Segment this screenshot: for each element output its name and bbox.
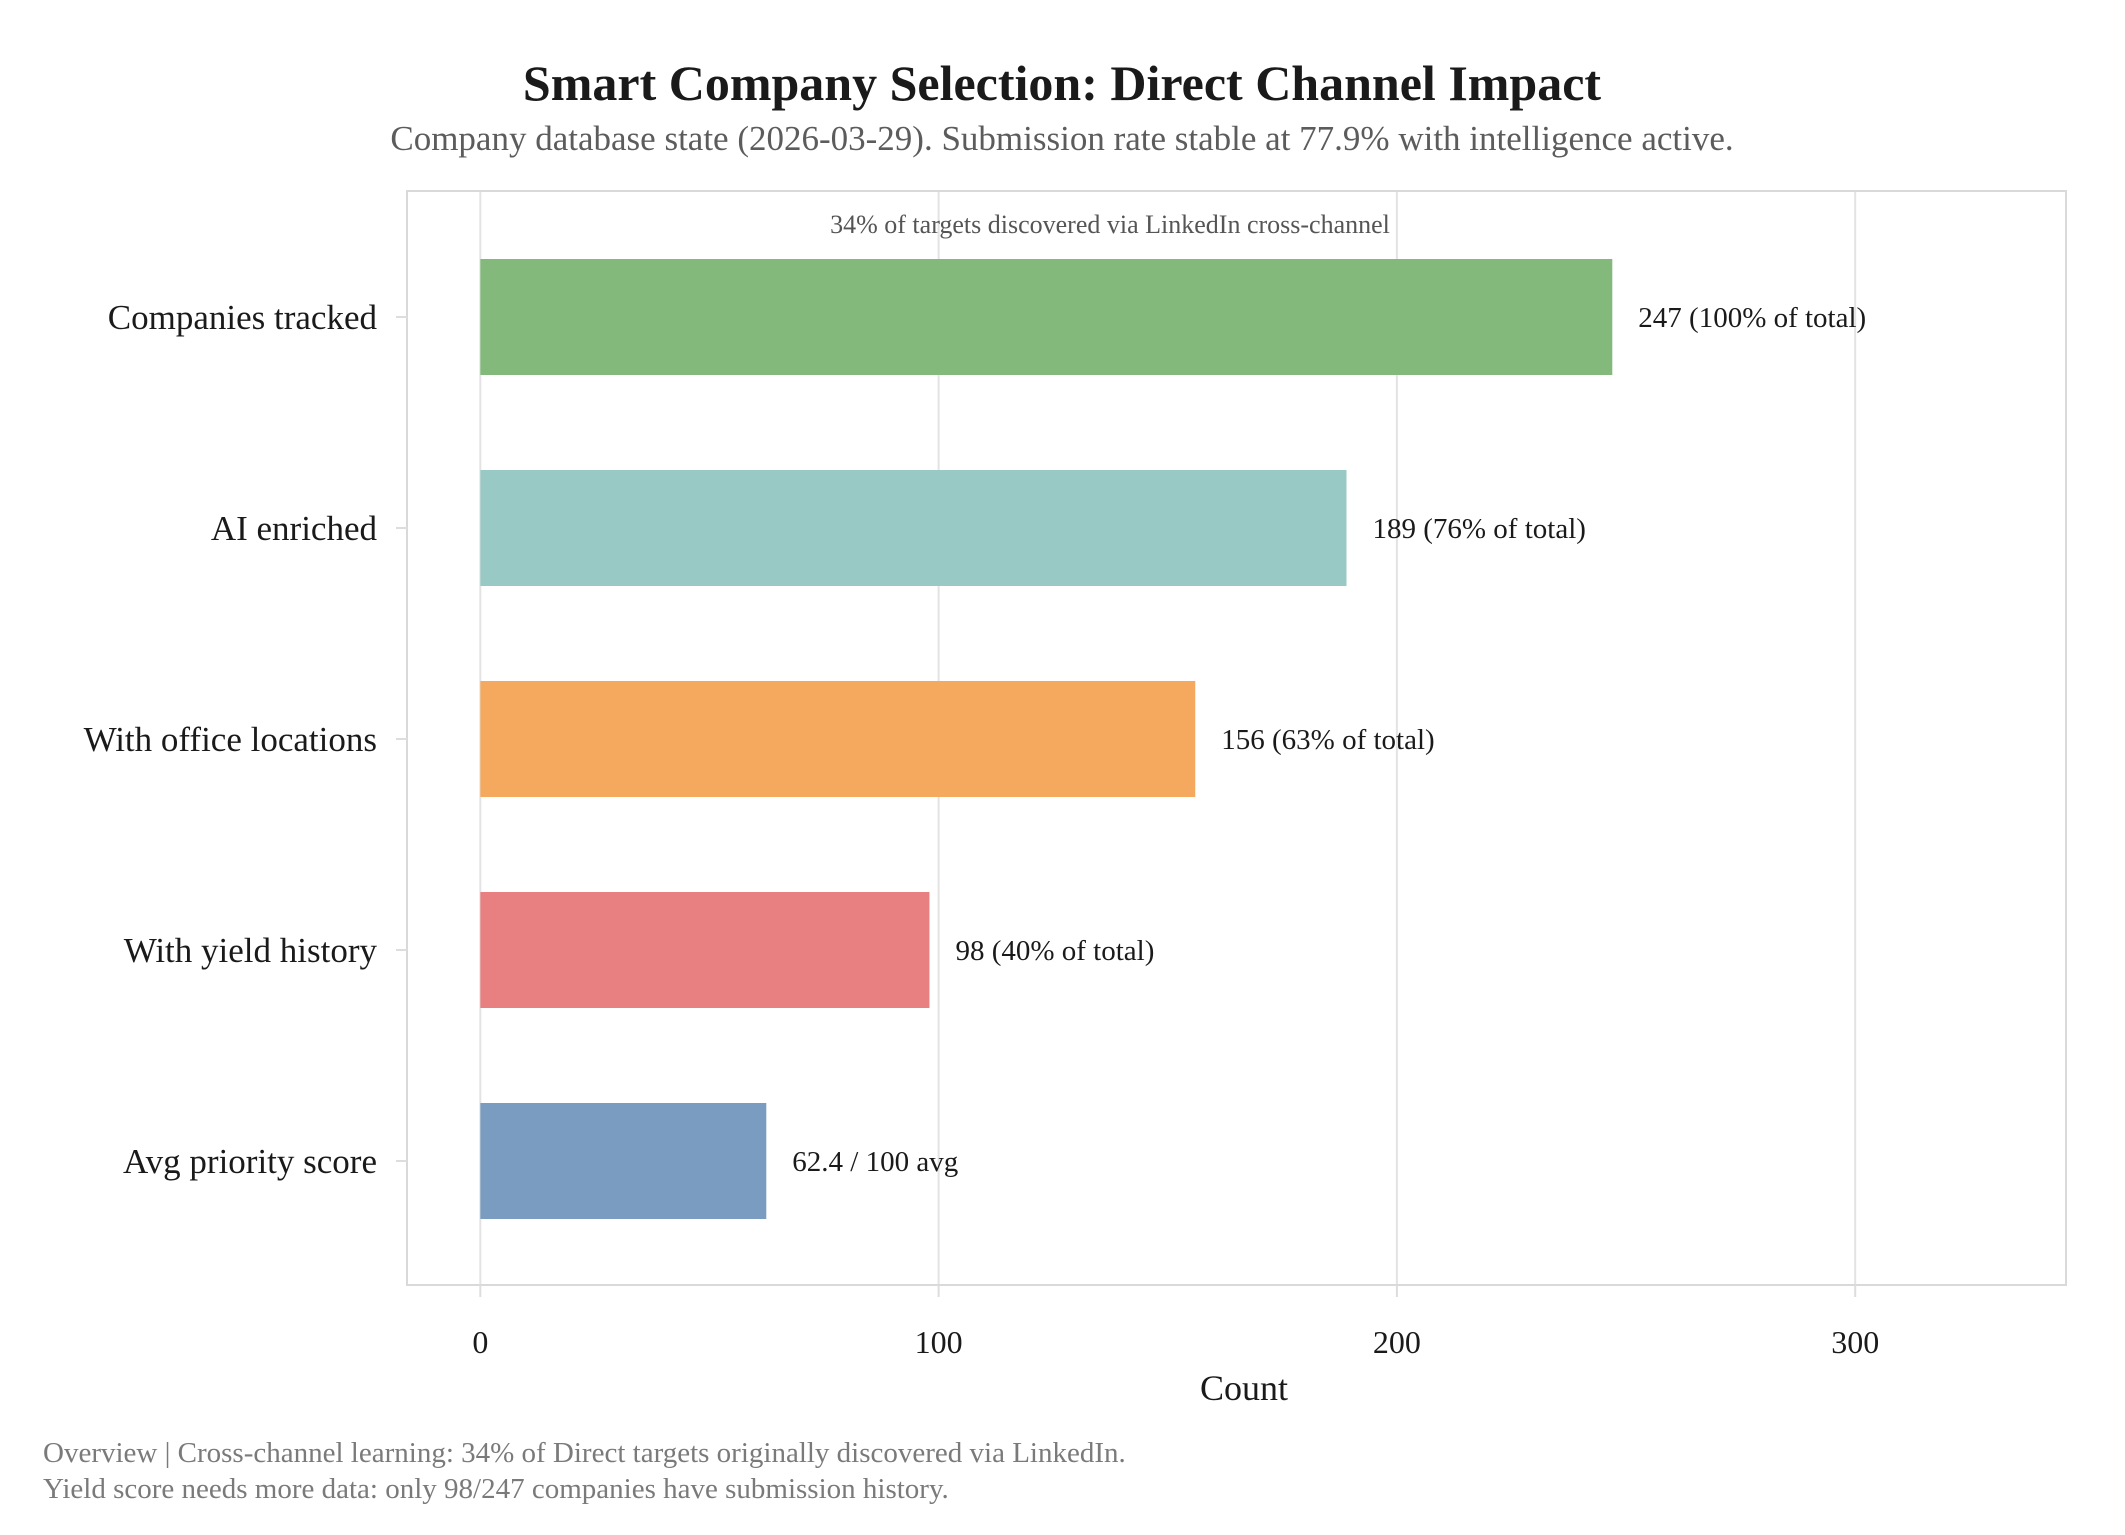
y-tick-label: With office locations bbox=[84, 720, 377, 759]
annotation-text: 34% of targets discovered via LinkedIn c… bbox=[830, 210, 1390, 239]
bar-avg-priority-score bbox=[480, 1103, 767, 1219]
chart-subtitle: Company database state (2026-03-29). Sub… bbox=[390, 119, 1733, 158]
bar-with-yield-history bbox=[480, 892, 930, 1008]
y-tick-label: Companies tracked bbox=[108, 298, 378, 337]
x-axis-ticks: 0 100 200 300 bbox=[472, 1285, 1879, 1360]
bar-value-label: 247 (100% of total) bbox=[1638, 302, 1866, 334]
bar-with-office-locations bbox=[480, 681, 1196, 797]
footer-line-1: Overview | Cross-channel learning: 34% o… bbox=[43, 1437, 1126, 1469]
value-labels: 247 (100% of total) 189 (76% of total) 156… bbox=[792, 302, 1866, 1178]
chart-title: Smart Company Selection: Direct Channel … bbox=[523, 55, 1601, 111]
y-tick-label: Avg priority score bbox=[123, 1142, 377, 1181]
bar-value-label: 98 (40% of total) bbox=[955, 935, 1154, 967]
y-tick-label: AI enriched bbox=[211, 509, 378, 548]
x-tick-label: 100 bbox=[915, 1324, 963, 1360]
x-axis-label: Count bbox=[1200, 1368, 1288, 1408]
bar-value-label: 189 (76% of total) bbox=[1372, 513, 1585, 545]
y-tick-label: With yield history bbox=[124, 931, 378, 970]
bar-value-label: 156 (63% of total) bbox=[1221, 724, 1434, 756]
x-tick-label: 200 bbox=[1373, 1324, 1421, 1360]
bars bbox=[480, 259, 1613, 1219]
bar-value-label: 62.4 / 100 avg bbox=[792, 1146, 958, 1178]
bar-ai-enriched bbox=[480, 470, 1347, 586]
x-tick-label: 0 bbox=[472, 1324, 488, 1360]
x-tick-label: 300 bbox=[1831, 1324, 1879, 1360]
bar-companies-tracked bbox=[480, 259, 1613, 375]
y-axis-labels: Companies tracked AI enriched With office … bbox=[84, 298, 407, 1181]
footer-line-2: Yield score needs more data: only 98/247… bbox=[43, 1473, 949, 1505]
